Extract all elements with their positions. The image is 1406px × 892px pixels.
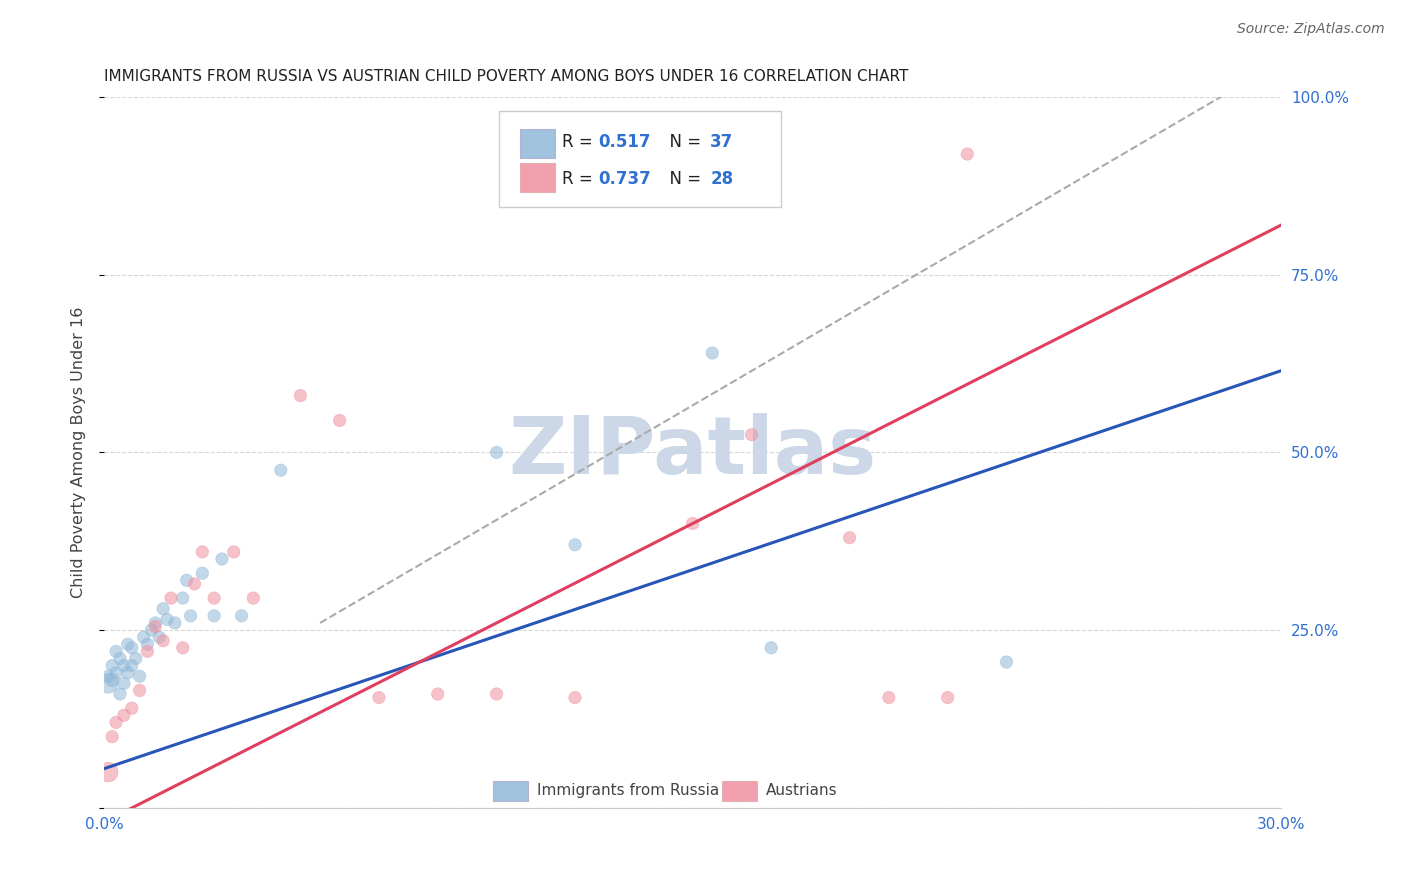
Point <box>995 655 1018 669</box>
Point <box>128 683 150 698</box>
Point <box>117 665 139 680</box>
Text: 28: 28 <box>710 169 734 188</box>
Point <box>211 552 233 566</box>
Point <box>877 690 900 705</box>
Point <box>136 637 159 651</box>
Point <box>202 608 225 623</box>
Text: Austrians: Austrians <box>766 783 838 798</box>
Point <box>124 651 146 665</box>
Point <box>180 608 202 623</box>
Point <box>121 640 143 655</box>
Point <box>367 690 389 705</box>
FancyBboxPatch shape <box>723 780 758 801</box>
Point <box>141 623 163 637</box>
Point <box>152 601 174 615</box>
Point <box>759 640 782 655</box>
Point <box>108 651 131 665</box>
Point <box>128 669 150 683</box>
Point <box>121 701 143 715</box>
Point <box>105 665 128 680</box>
Text: N =: N = <box>658 133 706 151</box>
Point <box>112 708 135 723</box>
Point <box>105 715 128 730</box>
Point <box>101 730 124 744</box>
Point <box>97 676 120 690</box>
Point <box>202 591 225 605</box>
Point <box>329 413 352 427</box>
Point <box>112 658 135 673</box>
Point <box>191 545 214 559</box>
Point <box>485 687 508 701</box>
Point <box>143 615 166 630</box>
Point <box>112 676 135 690</box>
FancyBboxPatch shape <box>520 129 555 158</box>
Point <box>242 591 264 605</box>
Point <box>838 531 860 545</box>
Text: 0.737: 0.737 <box>599 169 651 188</box>
Point <box>956 147 979 161</box>
Point <box>117 637 139 651</box>
FancyBboxPatch shape <box>492 780 527 801</box>
Point <box>172 591 194 605</box>
Point <box>156 612 179 626</box>
Point <box>97 669 120 683</box>
Point <box>163 615 186 630</box>
Point <box>485 445 508 459</box>
Text: ZIPatlas: ZIPatlas <box>509 413 877 491</box>
Point <box>564 538 586 552</box>
Point <box>101 658 124 673</box>
Point <box>426 687 449 701</box>
Text: 0.517: 0.517 <box>599 133 651 151</box>
Point <box>148 630 170 644</box>
Point <box>682 516 704 531</box>
Text: R =: R = <box>562 133 598 151</box>
Point <box>290 388 312 402</box>
Text: Immigrants from Russia: Immigrants from Russia <box>537 783 720 798</box>
Y-axis label: Child Poverty Among Boys Under 16: Child Poverty Among Boys Under 16 <box>72 307 86 599</box>
Point <box>108 687 131 701</box>
Point <box>183 577 205 591</box>
Point <box>143 619 166 633</box>
Point <box>176 574 198 588</box>
Point <box>172 640 194 655</box>
Point <box>270 463 292 477</box>
Point <box>152 633 174 648</box>
Point <box>132 630 155 644</box>
Point <box>564 690 586 705</box>
Text: Source: ZipAtlas.com: Source: ZipAtlas.com <box>1237 22 1385 37</box>
Text: IMMIGRANTS FROM RUSSIA VS AUSTRIAN CHILD POVERTY AMONG BOYS UNDER 16 CORRELATION: IMMIGRANTS FROM RUSSIA VS AUSTRIAN CHILD… <box>104 69 908 84</box>
Point <box>136 644 159 658</box>
Point <box>936 690 959 705</box>
Point <box>191 566 214 581</box>
Point <box>702 346 724 360</box>
Point <box>105 644 128 658</box>
Point <box>101 673 124 687</box>
Point <box>97 765 120 780</box>
Text: R =: R = <box>562 169 598 188</box>
Text: N =: N = <box>658 169 706 188</box>
Point <box>231 608 253 623</box>
Point <box>160 591 183 605</box>
Text: 37: 37 <box>710 133 734 151</box>
Point <box>222 545 245 559</box>
FancyBboxPatch shape <box>499 112 780 207</box>
Point <box>121 658 143 673</box>
FancyBboxPatch shape <box>520 163 555 192</box>
Point <box>741 427 763 442</box>
